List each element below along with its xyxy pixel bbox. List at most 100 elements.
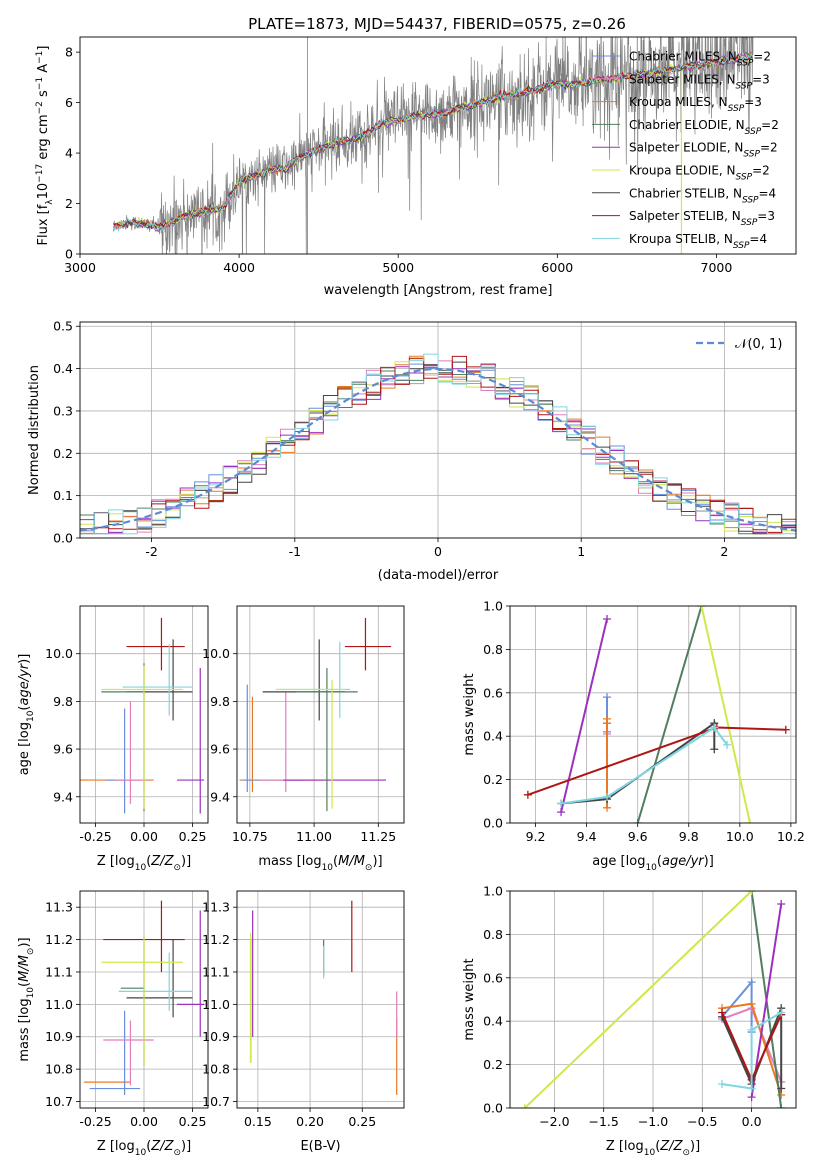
weight-marker	[781, 725, 790, 734]
weight-marker	[603, 615, 612, 624]
spectrum-ylabel: Flux [fλ10−17 erg cm−2 s−1 A−1]	[35, 46, 55, 246]
ebv_mass-xtick-label: 0.25	[348, 1114, 376, 1129]
legend-label: Kroupa ELODIE, NSSP=2	[629, 164, 770, 183]
normal-curve	[80, 367, 796, 532]
age-weight-ylabel: mass weight	[462, 673, 477, 755]
ebv_mass-ytick-label: 10.8	[202, 1062, 230, 1077]
residuals-ytick-label: 0.0	[53, 531, 73, 546]
ebv_mass-xtick-label: 0.20	[296, 1114, 324, 1129]
weight-line	[700, 606, 751, 823]
z_weight-xtick-label: 0.0	[742, 1114, 762, 1129]
spectrum-xlabel: wavelength [Angstrom, rest frame]	[324, 283, 553, 298]
z_age-ytick-label: 9.8	[53, 694, 73, 709]
weight-marker	[747, 978, 756, 987]
ebv_mass-xtick-label: 0.15	[244, 1114, 272, 1129]
age_weight-xtick-label: 10.2	[777, 829, 805, 844]
age_weight-xtick-label: 9.8	[679, 829, 699, 844]
age_weight-ytick-label: 0.4	[483, 729, 503, 744]
ebv-mass-xlabel: E(B-V)	[300, 1139, 340, 1154]
z_mass-ytick-label: 11.3	[45, 900, 73, 915]
weight-line	[560, 618, 608, 813]
age_weight-ytick-label: 1.0	[483, 599, 503, 614]
z_weight-ytick-label: 0.8	[483, 927, 503, 942]
z_mass-ytick-label: 10.9	[45, 1029, 73, 1044]
z_weight-ytick-label: 0.4	[483, 1014, 503, 1029]
weight-line	[524, 891, 753, 1108]
legend-label: Chabrier STELIB, NSSP=4	[629, 186, 776, 205]
spectrum-ytick-label: 4	[65, 146, 73, 161]
residuals-xtick-label: 2	[720, 544, 728, 559]
z-weight-xlabel: Z [log10(Z/Z⊙)]	[606, 1139, 700, 1158]
ebv_mass-ytick-label: 11.1	[202, 964, 230, 979]
age_weight-panel: 9.2 9.4 9.6 9.8 10.0 10.2 0.0 0.2 0.4 0.6 0.8 1.0 ag…	[462, 599, 805, 874]
weight-marker	[520, 1104, 529, 1108]
z_weight-panel: −2.0 −1.5 −1.0 −0.5 0.0 0.0 0.2 0.4 0.6 0.8 1.0 Z […	[462, 884, 797, 1158]
spectrum-plot-area	[113, 37, 754, 254]
spectrum-frame	[79, 36, 797, 255]
residuals-xtick-label: 1	[577, 544, 585, 559]
z_weight-xtick-label: −2.0	[539, 1114, 569, 1129]
figure-title: PLATE=1873, MJD=54437, FIBERID=0575, z=0…	[248, 15, 626, 33]
weight-marker	[557, 808, 566, 817]
spectrum-model-line	[113, 53, 753, 233]
z_age-plot-area	[80, 606, 208, 823]
residuals-xtick-label: -2	[145, 544, 157, 559]
legend-label: Salpeter STELIB, NSSP=3	[629, 209, 775, 228]
weight-marker	[603, 714, 612, 723]
ebv_mass-frame	[236, 890, 405, 1109]
spectrum-ytick-label: 6	[65, 95, 73, 110]
age_weight-xtick-label: 9.4	[577, 829, 597, 844]
weight-marker	[747, 891, 756, 895]
weight-marker	[747, 1093, 756, 1102]
weight-line	[560, 726, 728, 805]
age_weight-ytick-label: 0.2	[483, 772, 503, 787]
age_weight-xtick-label: 9.6	[628, 829, 648, 844]
z_age-ytick-label: 9.6	[53, 742, 73, 757]
age_weight-ytick-label: 0.6	[483, 685, 503, 700]
z_mass-ytick-label: 11.0	[45, 997, 73, 1012]
mass_age-ytick-label: 9.4	[210, 789, 230, 804]
z-mass-xlabel: Z [log10(Z/Z⊙)]	[97, 1139, 191, 1158]
mass_age-ytick-label: 9.6	[210, 742, 230, 757]
z_weight-xtick-label: −1.5	[589, 1114, 619, 1129]
z_mass-frame	[79, 890, 209, 1109]
weight-marker	[603, 803, 612, 812]
mass_age-xtick-label: 11.25	[360, 829, 396, 844]
mass_age-xtick-label: 10.75	[232, 829, 268, 844]
weight-marker	[747, 1084, 756, 1093]
age_weight-xtick-label: 10.0	[726, 829, 754, 844]
weight-marker	[777, 1084, 786, 1093]
z_age-xtick-label: 0.25	[179, 829, 207, 844]
residuals-ytick-label: 0.5	[53, 319, 73, 334]
weight-marker	[710, 723, 719, 732]
spectrum-data-line	[113, 37, 754, 254]
legend-label: 𝒩(0, 1)	[735, 337, 782, 352]
weight-marker	[557, 799, 566, 808]
age-weight-xlabel: age [log10(age/yr)]	[592, 854, 714, 873]
weight-marker	[747, 1025, 756, 1034]
weight-line	[750, 903, 783, 1098]
weight-marker	[718, 1080, 727, 1089]
mass_age-ytick-label: 9.8	[210, 694, 230, 709]
mass_age-frame	[236, 605, 405, 824]
mass-age-xlabel: mass [log10(M/M⊙)]	[258, 854, 382, 873]
spectrum-ytick-label: 2	[65, 196, 73, 211]
age_weight-plot-area	[510, 606, 796, 823]
residuals-xtick-label: 0	[434, 544, 442, 559]
weight-marker	[523, 790, 532, 799]
z-weight-ylabel: mass weight	[462, 958, 477, 1040]
spectrum-xtick-label: 6000	[541, 260, 573, 275]
legend-label: Kroupa MILES, NSSP=3	[629, 95, 762, 114]
ebv_mass-ytick-label: 10.7	[202, 1094, 230, 1109]
ebv_mass-panel: 0.15 0.20 0.25 10.7 10.8 10.9 11.0 11.1 11.2 11.3…	[202, 890, 405, 1154]
z_weight-ytick-label: 0.2	[483, 1057, 503, 1072]
residuals-ytick-label: 0.4	[53, 361, 73, 376]
residual-histogram-step	[80, 353, 796, 535]
ebv_mass-ytick-label: 11.3	[202, 900, 230, 915]
weight-marker	[710, 745, 719, 754]
z_weight-xtick-label: −1.0	[638, 1114, 668, 1129]
z_mass-ytick-label: 11.1	[45, 964, 73, 979]
z_weight-xtick-label: −0.5	[687, 1114, 717, 1129]
z_weight-plot-area	[510, 891, 796, 1108]
